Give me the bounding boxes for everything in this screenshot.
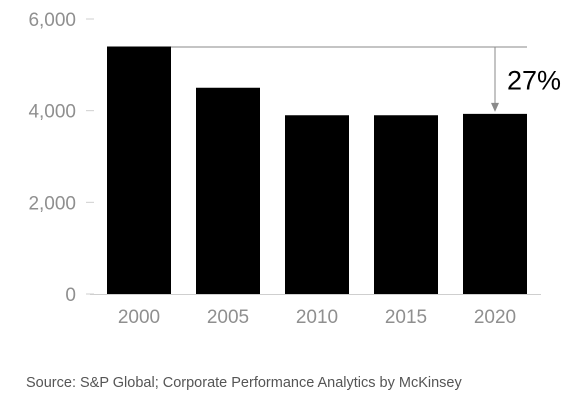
- x-tick-label: 2010: [296, 307, 338, 328]
- x-tick-label: 2020: [474, 307, 516, 328]
- bar-chart: 0 2,000 4,000 6,000 2000 2005 2010 2015 2020 27…: [28, 10, 561, 328]
- bar-2015: [374, 115, 438, 294]
- bars-group: [107, 46, 527, 294]
- annotation-label: 27%: [507, 66, 561, 96]
- bar-2010: [285, 115, 349, 294]
- x-axis-ticks: 2000 2005 2010 2015 2020: [118, 307, 516, 328]
- decline-annotation: 27%: [171, 46, 561, 112]
- y-tick-label: 2,000: [28, 193, 76, 214]
- y-axis-tick-marks: [86, 18, 94, 295]
- y-tick-label: 0: [65, 285, 76, 306]
- y-axis-ticks: 0 2,000 4,000 6,000: [28, 10, 76, 306]
- y-tick-label: 4,000: [28, 102, 76, 123]
- x-tick-label: 2005: [207, 307, 249, 328]
- annotation-arrow-head: [491, 102, 499, 112]
- y-tick-label: 6,000: [28, 10, 76, 31]
- bar-2005: [196, 87, 260, 294]
- x-tick-label: 2015: [385, 307, 427, 328]
- bar-2000: [107, 46, 171, 294]
- bar-2020: [463, 113, 527, 294]
- source-note: Source: S&P Global; Corporate Performanc…: [26, 375, 462, 391]
- x-tick-label: 2000: [118, 307, 160, 328]
